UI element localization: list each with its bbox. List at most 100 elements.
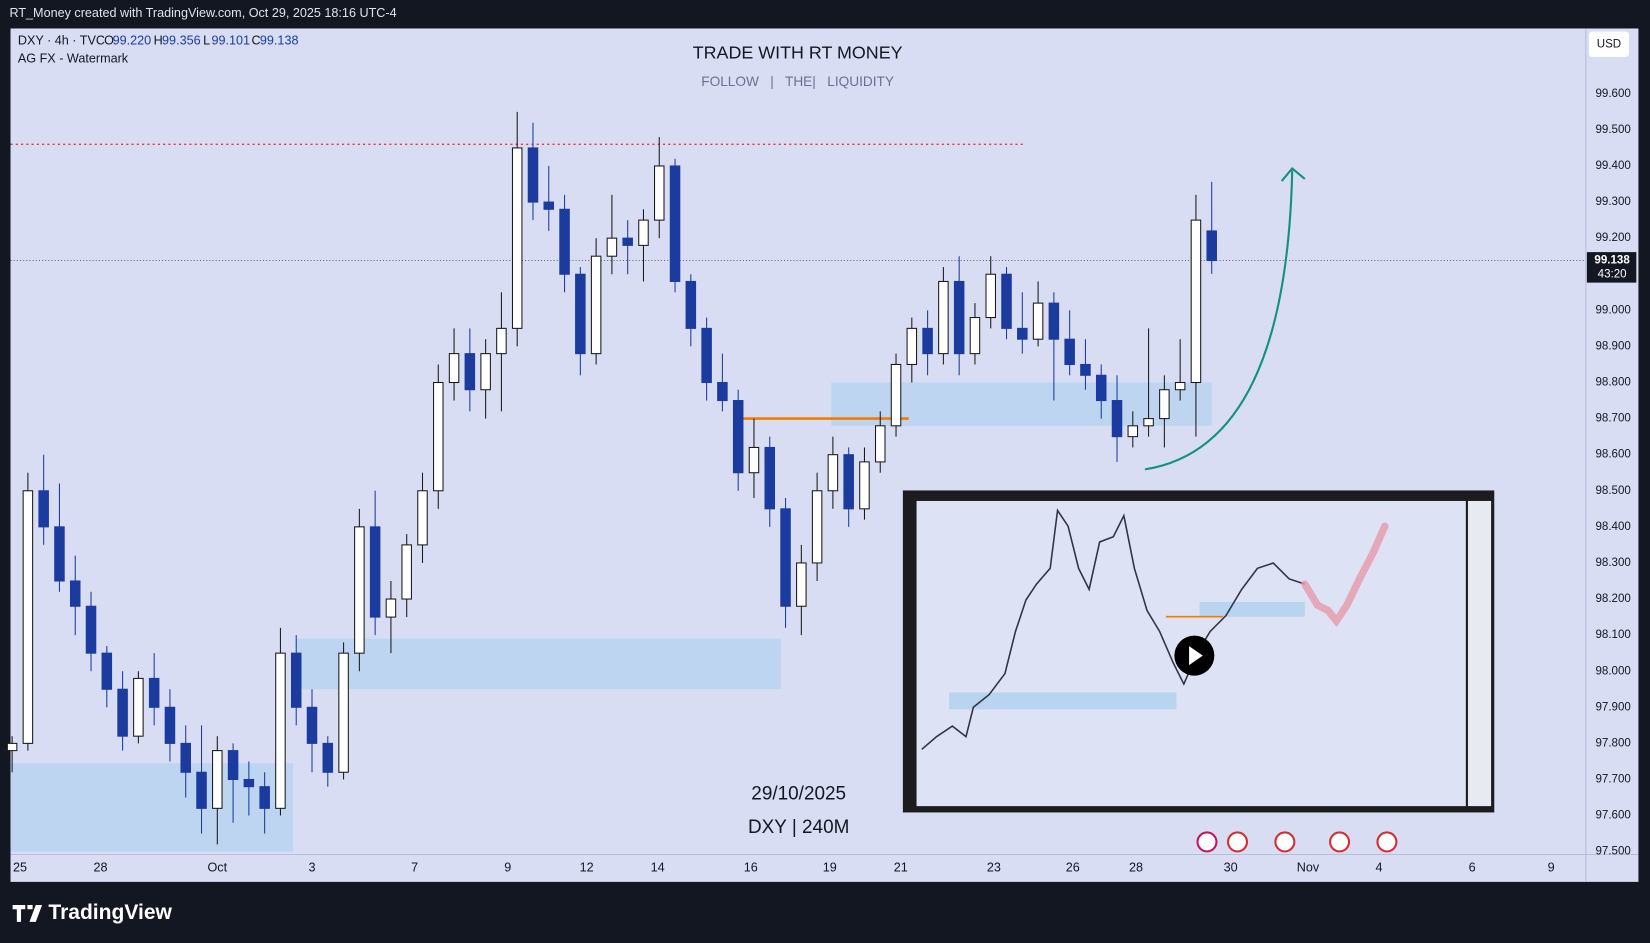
x-tick-label: 30 (1224, 861, 1238, 875)
candle-body (575, 273, 586, 355)
candle-body (543, 201, 555, 210)
y-tick-label: 97.500 (1595, 846, 1630, 858)
event-icon[interactable] (1196, 831, 1218, 853)
candle-body (654, 165, 665, 221)
y-tick-label: 99.600 (1595, 88, 1630, 100)
y-tick-label: 98.600 (1595, 449, 1630, 461)
x-tick-label: Oct (207, 861, 227, 875)
chart-title: TRADE WITH RT MONEY (693, 42, 903, 62)
chart-subtitle: FOLLOW | THE| LIQUIDITY (701, 74, 894, 89)
projection-arrow (1144, 170, 1294, 471)
candle-body (212, 750, 223, 809)
ohlc-value: 99.138 (260, 33, 299, 47)
candle-body (1048, 302, 1060, 340)
thumbnail-projection (1301, 522, 1389, 628)
footer-brand: TradingView (48, 901, 172, 924)
top-bar-text: RT_Money created with TradingView.com, O… (9, 6, 396, 20)
candle-body (385, 598, 397, 618)
y-tick-label: 98.400 (1595, 521, 1630, 533)
last-price-label: 99.138 (1594, 255, 1630, 267)
play-icon (1189, 646, 1203, 666)
y-tick-label: 98.000 (1595, 665, 1630, 677)
event-icons (1196, 831, 1398, 853)
y-tick-label: 97.900 (1595, 701, 1630, 713)
candle-body (1080, 363, 1091, 376)
video-thumbnail[interactable] (902, 490, 1495, 813)
y-tick-label: 99.000 (1595, 304, 1630, 316)
x-tick-label: 4 (1376, 861, 1383, 875)
candle-body (938, 280, 949, 355)
candle-body (874, 425, 886, 463)
candle-body (638, 219, 649, 246)
candle-body (527, 147, 539, 203)
candle-body (985, 273, 996, 319)
x-tick-label: 19 (823, 861, 837, 875)
candle-body (164, 706, 176, 744)
candle-body (764, 446, 776, 510)
symbol: DXY · 4h · TVC (18, 33, 105, 47)
y-tick-label: 99.200 (1595, 232, 1630, 244)
candle-body (1127, 425, 1139, 438)
y-tick-label: 98.300 (1595, 557, 1630, 569)
x-tick-label: 3 (308, 861, 315, 875)
x-tick-label: 7 (411, 861, 418, 875)
ohlc-key: L (203, 33, 210, 47)
ohlc-key: O (104, 33, 114, 47)
y-tick-label: 99.400 (1595, 160, 1630, 172)
x-tick-label: 9 (504, 861, 511, 875)
candle-body (1206, 230, 1217, 262)
event-icon[interactable] (1274, 831, 1296, 853)
candle-body (811, 490, 823, 564)
ohlc-value: 99.356 (162, 33, 201, 47)
candle-body (101, 652, 113, 690)
candle-body (306, 706, 318, 744)
candle-body (417, 490, 428, 546)
candle-body (1174, 381, 1186, 391)
currency-box[interactable] (1588, 31, 1629, 57)
event-icon[interactable] (1376, 831, 1398, 853)
indicator: AG FX - Watermark (18, 51, 129, 65)
last-price-box (1586, 252, 1637, 283)
candle-body (1190, 219, 1202, 384)
candle-body (464, 353, 476, 391)
thumbnail-zone (949, 692, 1177, 710)
candle-body (85, 605, 97, 654)
x-tick-label: 14 (651, 861, 665, 875)
candle-body (401, 544, 412, 600)
thumbnail-zone (1199, 601, 1305, 617)
candle-body (480, 353, 491, 391)
y-tick-label: 98.900 (1595, 340, 1630, 352)
candle-body (180, 742, 191, 773)
y-tick-label: 98.500 (1595, 485, 1630, 497)
candle-body (338, 652, 349, 773)
ohlc-value: 99.101 (212, 33, 251, 47)
candle-body (906, 327, 918, 365)
timeframe-annotation: DXY | 240M (748, 817, 849, 838)
candle-body (890, 363, 902, 427)
candle-body (859, 461, 870, 510)
candle-body (1064, 338, 1075, 365)
candle-body (433, 381, 444, 492)
candle-body (559, 208, 570, 275)
date-annotation: 29/10/2025 (751, 784, 846, 805)
candle-body (717, 381, 728, 402)
event-icon[interactable] (1329, 831, 1351, 853)
y-tick-label: 98.700 (1595, 413, 1630, 425)
x-tick-label: Nov (1297, 861, 1320, 875)
x-tick-label: 28 (1129, 861, 1143, 875)
y-tick-label: 98.200 (1595, 593, 1630, 605)
candle-body (748, 446, 760, 474)
candle-body (953, 280, 965, 355)
candle-body (1095, 374, 1107, 402)
candle-body (496, 327, 507, 355)
y-tick-label: 97.700 (1595, 774, 1630, 786)
event-icon[interactable] (1226, 831, 1249, 853)
x-tick-label: 21 (894, 861, 908, 875)
candle-body (227, 750, 239, 780)
candle-body (1017, 327, 1028, 340)
candle-body (669, 165, 681, 282)
arrow-head (1280, 166, 1306, 182)
x-tick-label: 6 (1469, 861, 1476, 875)
candle-body (69, 580, 81, 607)
